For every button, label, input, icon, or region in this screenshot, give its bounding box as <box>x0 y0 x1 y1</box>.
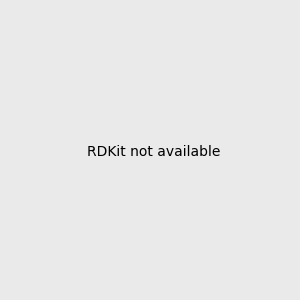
Text: RDKit not available: RDKit not available <box>87 145 220 158</box>
